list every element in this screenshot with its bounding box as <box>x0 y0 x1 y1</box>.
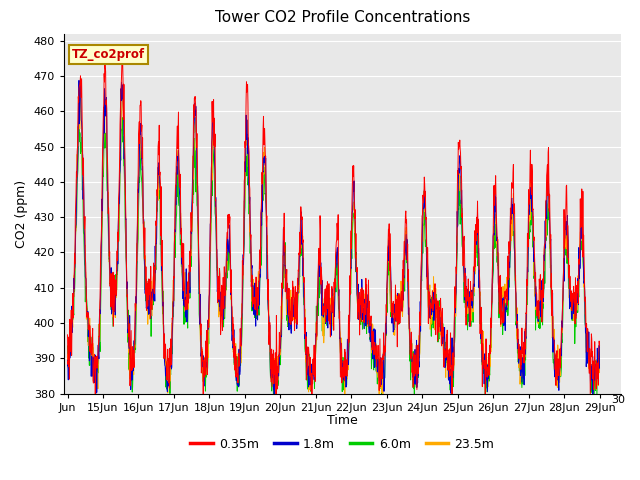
Text: 30: 30 <box>611 396 625 406</box>
Title: Tower CO2 Profile Concentrations: Tower CO2 Profile Concentrations <box>214 11 470 25</box>
Y-axis label: CO2 (ppm): CO2 (ppm) <box>15 180 28 248</box>
Legend: 0.35m, 1.8m, 6.0m, 23.5m: 0.35m, 1.8m, 6.0m, 23.5m <box>186 433 499 456</box>
Text: TZ_co2prof: TZ_co2prof <box>72 48 145 61</box>
X-axis label: Time: Time <box>327 414 358 427</box>
